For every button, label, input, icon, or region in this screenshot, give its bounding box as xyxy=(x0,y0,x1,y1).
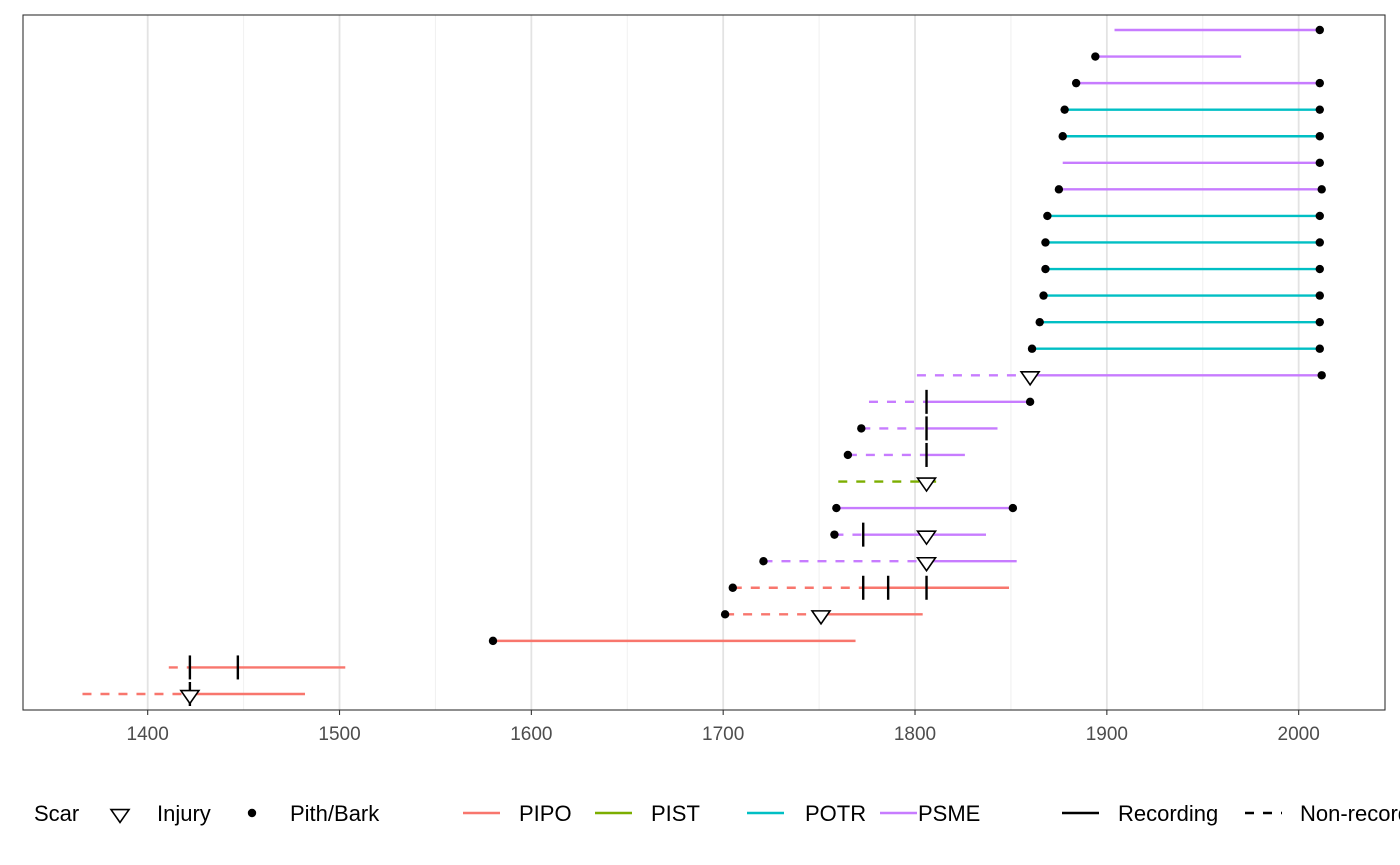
bark-marker xyxy=(1317,371,1326,380)
injury-marker xyxy=(915,556,938,573)
legend-injury-label: Injury xyxy=(157,801,211,826)
pith-marker xyxy=(1060,105,1069,114)
pith-marker xyxy=(720,610,730,619)
x-tick-label: 1500 xyxy=(318,724,360,745)
x-tick-label: 1600 xyxy=(510,724,552,745)
legend-pith-label: Pith/Bark xyxy=(290,801,380,826)
tree-row-psme xyxy=(843,442,965,467)
tree-row-psme xyxy=(1062,158,1324,167)
tree-row-pipo xyxy=(488,636,856,646)
bark-marker xyxy=(1025,397,1035,407)
legend-nonrecording-label: Non-recording xyxy=(1300,801,1400,826)
pith-marker xyxy=(728,583,737,592)
pith-marker xyxy=(1058,132,1067,141)
tree-row-pist xyxy=(838,477,938,493)
pith-marker xyxy=(1071,78,1081,88)
injury-marker xyxy=(810,610,832,626)
tree-row-pipo xyxy=(720,610,923,626)
x-tick-label: 1700 xyxy=(702,724,744,745)
tree-row-psme xyxy=(1054,185,1326,194)
tree-row-potr xyxy=(1041,238,1324,247)
legend-pith-icon xyxy=(247,808,257,818)
tree-row-potr xyxy=(1039,291,1324,300)
pith-marker xyxy=(832,503,841,513)
tree-row-psme xyxy=(832,503,1018,513)
tree-row-psme xyxy=(759,556,1017,573)
x-axis: 1400 1500 1600 1700 1800 1900 2000 xyxy=(127,710,1320,745)
tree-row-potr xyxy=(1043,211,1324,221)
tree-row-pipo xyxy=(82,682,305,706)
legend-recording-label: Recording xyxy=(1118,801,1218,826)
bark-marker xyxy=(1317,185,1326,194)
bark-marker xyxy=(1315,158,1324,167)
legend-injury-icon xyxy=(109,808,131,824)
bark-marker xyxy=(1315,132,1324,141)
tree-row-psme xyxy=(1071,78,1324,88)
tree-row-pipo xyxy=(728,575,1010,600)
bark-marker xyxy=(1315,211,1324,221)
pith-marker xyxy=(843,450,853,460)
bark-marker xyxy=(1315,25,1324,35)
bark-marker xyxy=(1315,78,1324,88)
tree-row-potr xyxy=(1060,105,1324,114)
pith-marker xyxy=(488,636,498,646)
pith-marker xyxy=(759,557,768,566)
injury-marker xyxy=(915,530,938,546)
pith-marker xyxy=(1039,291,1048,300)
legend-species-label: PIST xyxy=(651,801,700,826)
legend: Scar Injury Pith/Bark PIPO PIST POTR PSME Recor… xyxy=(34,801,1400,826)
pith-marker xyxy=(830,530,839,539)
pith-marker xyxy=(1043,211,1052,221)
bark-marker xyxy=(1315,264,1324,274)
tree-row-psme xyxy=(868,389,1035,414)
legend-species-label: POTR xyxy=(805,801,866,826)
x-tick-label: 1800 xyxy=(894,724,936,745)
bark-marker xyxy=(1008,503,1018,513)
bark-marker xyxy=(1315,238,1324,247)
tree-row-psme xyxy=(916,371,1326,387)
injury-marker xyxy=(1019,371,1041,387)
pith-marker xyxy=(1041,238,1050,247)
tree-row-potr xyxy=(1035,317,1324,327)
x-tick-label: 1900 xyxy=(1086,724,1128,745)
legend-scar-title: Scar xyxy=(34,801,79,826)
pith-marker xyxy=(1035,317,1044,327)
x-tick-label: 1400 xyxy=(127,724,169,745)
tree-row-psme xyxy=(830,522,986,547)
tree-row-pipo xyxy=(168,655,346,680)
bark-marker xyxy=(1315,344,1324,353)
pith-marker xyxy=(1054,185,1064,194)
pith-marker xyxy=(857,424,866,433)
x-tick-label: 2000 xyxy=(1278,724,1320,745)
tree-row-psme xyxy=(1114,25,1324,35)
bark-marker xyxy=(1315,105,1324,114)
legend-species-label: PSME xyxy=(918,801,980,826)
pith-marker xyxy=(1027,344,1037,353)
gridlines xyxy=(146,15,1300,710)
injury-marker xyxy=(915,477,938,493)
bark-marker xyxy=(1315,317,1324,327)
tree-row-potr xyxy=(1027,344,1324,353)
tree-row-psme xyxy=(857,416,998,441)
tree-series xyxy=(82,25,1326,706)
pith-marker xyxy=(1091,52,1100,61)
injury-marker xyxy=(179,689,201,705)
legend-species-label: PIPO xyxy=(519,801,572,826)
tree-row-psme xyxy=(1091,52,1242,61)
tree-row-potr xyxy=(1041,264,1324,274)
pith-marker xyxy=(1041,264,1050,274)
panel-border xyxy=(22,14,1386,711)
bark-marker xyxy=(1315,291,1324,300)
tree-row-potr xyxy=(1058,132,1324,141)
